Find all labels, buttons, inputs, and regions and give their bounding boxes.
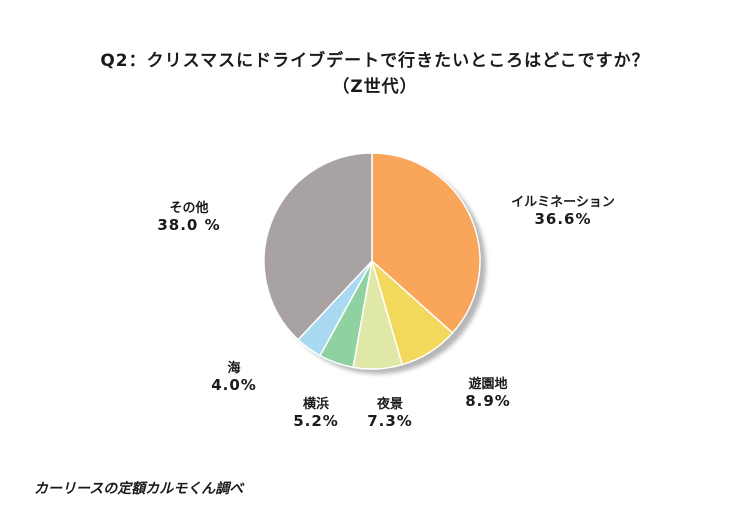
slice-label-sea: 海 (227, 361, 241, 376)
slice-value-yokohama: 5.2% (293, 411, 339, 430)
pie-slice-other (263, 152, 373, 341)
label-other: その他 38.0 % (144, 201, 234, 234)
pie-slice-illumination (371, 152, 481, 334)
slice-value-other: 38.0 % (157, 215, 221, 234)
label-amusement-park: 遊園地 8.9% (458, 377, 518, 410)
chart-title-line2: （Z世代） (332, 77, 418, 97)
source-note: カーリースの定額カルモくん調べ (34, 481, 244, 497)
slice-label-yokohama: 横浜 (302, 397, 329, 412)
slice-value-amusement-park: 8.9% (465, 391, 511, 410)
label-night-view: 夜景 7.3% (360, 397, 420, 430)
slice-label-other: その他 (169, 201, 209, 216)
label-yokohama: 横浜 5.2% (286, 397, 346, 430)
slice-label-illumination: イルミネーション (511, 195, 615, 210)
slice-value-sea: 4.0% (211, 375, 257, 394)
slice-label-amusement-park: 遊園地 (468, 377, 508, 392)
slice-value-illumination: 36.6% (534, 209, 592, 228)
slice-value-night-view: 7.3% (367, 411, 413, 430)
chart-title-line1: Q2：クリスマスにドライブデートで行きたいところはどこですか？ (100, 51, 650, 71)
label-illumination: イルミネーション 36.6% (498, 195, 628, 228)
slice-label-night-view: 夜景 (376, 397, 403, 412)
label-sea: 海 4.0% (204, 361, 264, 394)
